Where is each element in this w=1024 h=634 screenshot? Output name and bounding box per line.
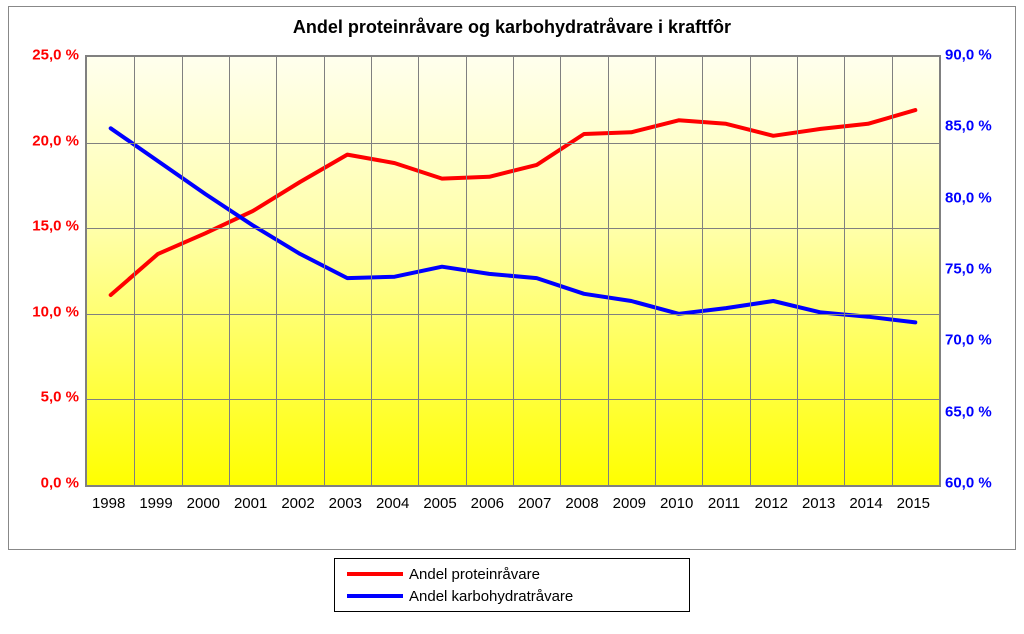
- grid-line-v: [466, 57, 467, 485]
- x-tick-label: 2005: [416, 495, 464, 512]
- x-tick-label: 2001: [227, 495, 275, 512]
- grid-line-v: [324, 57, 325, 485]
- x-tick-label: 2000: [179, 495, 227, 512]
- legend-swatch-carb: [347, 594, 403, 598]
- grid-line-v: [371, 57, 372, 485]
- legend-item-carb: Andel karbohydratråvare: [347, 585, 677, 607]
- grid-line-v: [797, 57, 798, 485]
- y-left-tick-label: 15,0 %: [15, 218, 79, 235]
- x-tick-label: 2013: [795, 495, 843, 512]
- grid-line-v: [182, 57, 183, 485]
- y-left-tick-label: 25,0 %: [15, 47, 79, 64]
- grid-line-v: [134, 57, 135, 485]
- legend-item-protein: Andel proteinråvare: [347, 563, 677, 585]
- y-right-tick-label: 85,0 %: [945, 118, 1009, 135]
- y-left-tick-label: 0,0 %: [15, 475, 79, 492]
- grid-line-v: [418, 57, 419, 485]
- y-right-tick-label: 80,0 %: [945, 189, 1009, 206]
- y-left-tick-label: 10,0 %: [15, 303, 79, 320]
- legend-label-protein: Andel proteinråvare: [409, 566, 540, 583]
- y-left-tick-label: 5,0 %: [15, 389, 79, 406]
- legend-swatch-protein: [347, 572, 403, 576]
- x-tick-label: 2009: [605, 495, 653, 512]
- plot-area: [85, 55, 941, 487]
- grid-line-v: [655, 57, 656, 485]
- x-tick-label: 2015: [889, 495, 937, 512]
- grid-line-v: [702, 57, 703, 485]
- grid-line-v: [513, 57, 514, 485]
- x-tick-label: 1998: [85, 495, 133, 512]
- grid-line-v: [608, 57, 609, 485]
- x-tick-label: 2012: [747, 495, 795, 512]
- grid-line-v: [844, 57, 845, 485]
- legend: Andel proteinråvare Andel karbohydratråv…: [334, 558, 690, 612]
- y-right-tick-label: 70,0 %: [945, 332, 1009, 349]
- x-tick-label: 2002: [274, 495, 322, 512]
- chart-title: Andel proteinråvare og karbohydratråvare…: [9, 7, 1015, 38]
- grid-line-v: [276, 57, 277, 485]
- x-tick-label: 2011: [700, 495, 748, 512]
- chart-container: Andel proteinråvare og karbohydratråvare…: [8, 6, 1016, 550]
- legend-label-carb: Andel karbohydratråvare: [409, 588, 573, 605]
- x-tick-label: 2008: [558, 495, 606, 512]
- y-left-tick-label: 20,0 %: [15, 132, 79, 149]
- x-tick-label: 2010: [653, 495, 701, 512]
- y-right-tick-label: 90,0 %: [945, 47, 1009, 64]
- grid-line-v: [892, 57, 893, 485]
- x-tick-label: 2006: [463, 495, 511, 512]
- x-tick-label: 1999: [132, 495, 180, 512]
- x-tick-label: 2004: [369, 495, 417, 512]
- x-tick-label: 2014: [842, 495, 890, 512]
- y-right-tick-label: 65,0 %: [945, 403, 1009, 420]
- y-right-tick-label: 75,0 %: [945, 261, 1009, 278]
- grid-line-v: [750, 57, 751, 485]
- x-tick-label: 2003: [321, 495, 369, 512]
- grid-line-v: [560, 57, 561, 485]
- x-tick-label: 2007: [511, 495, 559, 512]
- grid-line-v: [229, 57, 230, 485]
- y-right-tick-label: 60,0 %: [945, 475, 1009, 492]
